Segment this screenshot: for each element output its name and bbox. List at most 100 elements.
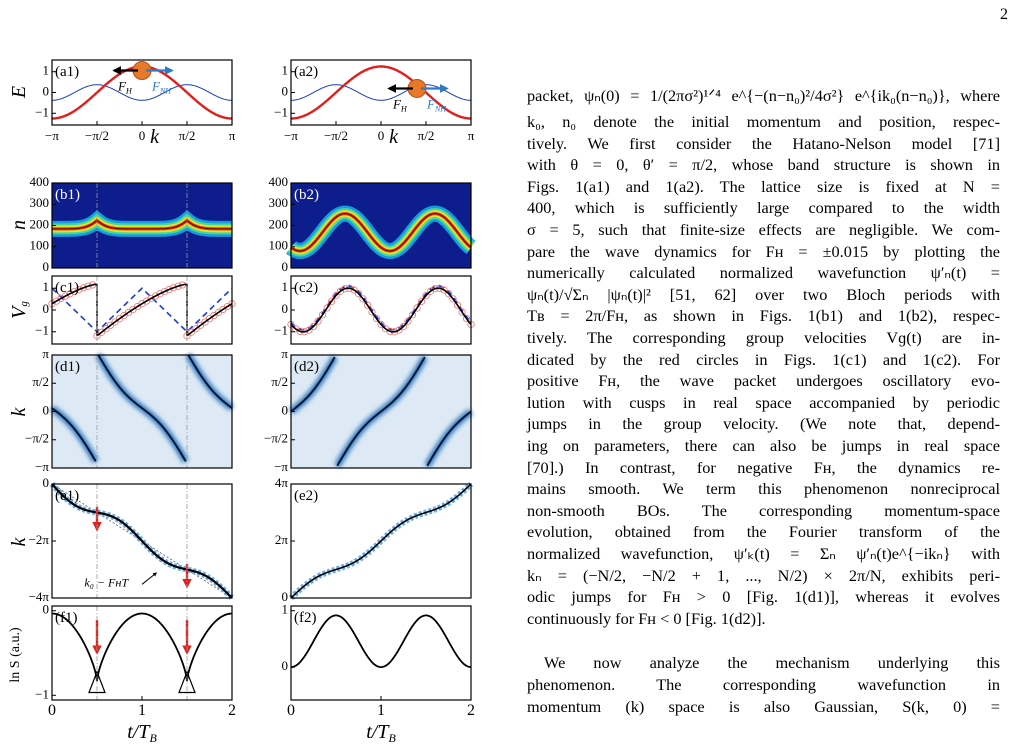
x-tick-label: π bbox=[229, 128, 236, 143]
y-tick-label: −1 bbox=[35, 686, 49, 701]
y-tick-label: 1 bbox=[282, 63, 289, 78]
panel-frame bbox=[51, 605, 233, 701]
y-tick-label: 1 bbox=[43, 279, 50, 294]
band-curve bbox=[291, 65, 471, 120]
text-line: ψₙ(t)/√Σₙ |ψₙ(t)|² [51, 62] over two Blo… bbox=[527, 284, 1000, 304]
cusp-marker bbox=[178, 670, 196, 694]
y-tick-label: −1 bbox=[35, 104, 49, 119]
y-tick-label: 0 bbox=[282, 259, 289, 274]
panel-label: (e2) bbox=[294, 488, 318, 504]
velocity-marker bbox=[372, 315, 381, 323]
velocity-marker bbox=[52, 297, 61, 305]
velocity-marker bbox=[323, 304, 331, 312]
x-axis-title: t/TB bbox=[127, 721, 157, 745]
x-axis-title-sub: B bbox=[388, 731, 396, 745]
y-tick-label: 0 bbox=[43, 475, 50, 490]
panel-label: (c2) bbox=[294, 280, 318, 296]
y-tick-label: 0 bbox=[282, 301, 289, 316]
annotation: FNH bbox=[426, 96, 447, 113]
text-line: positive Fʜ, the wave packet undergoes o… bbox=[527, 371, 1000, 391]
y-tick-label: −1 bbox=[35, 323, 49, 338]
y-axis-title-sub: g bbox=[18, 301, 30, 307]
y-tick-label: 1 bbox=[43, 63, 50, 78]
momentum-curve bbox=[51, 483, 233, 599]
text-line: Figs. 1(a1) and 1(a2). The lattice size … bbox=[527, 176, 1000, 196]
band-curve bbox=[52, 84, 232, 101]
velocity-marker bbox=[462, 315, 471, 323]
panel-label: (b2) bbox=[294, 187, 319, 203]
text-line: jumps in the group velocity. (We note th… bbox=[527, 414, 1000, 434]
x-axis-title: k bbox=[150, 126, 160, 148]
x-axis-title-main: t/T bbox=[127, 721, 151, 743]
y-axis-title: ln S (a.u.) bbox=[8, 627, 23, 683]
y-tick-label: −π bbox=[35, 459, 49, 474]
text-line: phenomenon. The corresponding wavefuncti… bbox=[527, 675, 1000, 694]
velocity-marker bbox=[187, 328, 196, 336]
panel-label: (e1) bbox=[55, 488, 79, 504]
text-line: momentum (k) space is also Gaussian, S(k… bbox=[527, 696, 1000, 716]
y-tick-label: 100 bbox=[30, 238, 50, 253]
y-tick-label: 0 bbox=[282, 658, 289, 673]
velocity-marker bbox=[413, 304, 421, 312]
y-axis-title: n bbox=[8, 220, 30, 230]
text-line: packet, ψₙ(0) = 1/(2πσ²)¹ᐟ⁴ e^{−(n−n₀)²/… bbox=[527, 86, 1000, 105]
velocity-marker bbox=[102, 325, 110, 333]
panel-label: (a2) bbox=[294, 64, 318, 80]
velocity-marker bbox=[61, 292, 70, 300]
y-tick-label: 100 bbox=[269, 238, 289, 253]
velocity-marker bbox=[156, 290, 164, 298]
entropy-curve bbox=[52, 612, 232, 682]
x-tick-label: π/2 bbox=[179, 128, 196, 143]
cusp-marker bbox=[88, 670, 106, 694]
density-band bbox=[52, 219, 232, 230]
y-axis-title: k bbox=[8, 406, 30, 416]
entropy-curve bbox=[291, 614, 471, 668]
text-line: ing on parameters, there can also be jum… bbox=[527, 436, 1000, 455]
reference-curve bbox=[290, 285, 472, 331]
velocity-marker bbox=[350, 286, 358, 294]
annotation-main: F bbox=[151, 79, 161, 94]
velocity-marker bbox=[318, 311, 327, 319]
velocity-curve bbox=[51, 283, 233, 337]
velocity-marker bbox=[160, 287, 169, 296]
y-tick-label: −4π bbox=[29, 589, 50, 604]
y-axis-title: Vg bbox=[8, 301, 30, 319]
velocity-marker bbox=[377, 320, 385, 328]
velocity-marker bbox=[309, 322, 318, 331]
text-line: continuously for Fʜ < 0 [Fig. 1(d2)]. bbox=[527, 608, 766, 628]
x-tick-label: 2 bbox=[228, 702, 236, 719]
text-line: numerically calculated normalized wavefu… bbox=[527, 263, 1000, 283]
text-line: kₙ = (−N/2, −N/2 + 1, ..., N/2) × 2π/N, … bbox=[527, 565, 1000, 585]
x-tick-label: −π/2 bbox=[324, 128, 348, 143]
y-tick-label: 200 bbox=[269, 216, 289, 231]
velocity-marker bbox=[444, 289, 453, 298]
velocity-marker bbox=[422, 292, 430, 300]
momentum-curve bbox=[51, 354, 233, 462]
y-tick-label: 0 bbox=[43, 602, 50, 617]
text-line: dicated by the red circles in Figs. 1(c1… bbox=[527, 349, 1000, 369]
text-line: tively. The corresponding group velociti… bbox=[527, 328, 1000, 347]
velocity-marker bbox=[75, 285, 83, 294]
y-tick-label: 0 bbox=[43, 259, 50, 274]
x-tick-label: −π bbox=[45, 128, 59, 143]
x-axis-title-main: t/T bbox=[366, 721, 390, 743]
text-line: non-smooth BOs. The corresponding moment… bbox=[527, 500, 1000, 520]
annotation: k₀ − FʜT bbox=[84, 576, 129, 590]
velocity-marker bbox=[363, 301, 372, 309]
x-tick-label: 0 bbox=[139, 128, 146, 143]
y-tick-label: 300 bbox=[30, 195, 50, 210]
y-tick-label: −π/2 bbox=[25, 431, 49, 446]
text-line: Tʙ = 2π/Fʜ, as shown in Figs. 1(b1) and … bbox=[527, 306, 1000, 326]
velocity-marker bbox=[291, 325, 300, 333]
x-tick-label: π/2 bbox=[418, 128, 435, 143]
panel-label: (f1) bbox=[55, 610, 78, 626]
velocity-marker bbox=[458, 308, 466, 316]
velocity-marker bbox=[332, 292, 340, 300]
y-tick-label: 400 bbox=[269, 174, 289, 189]
velocity-marker bbox=[399, 322, 408, 331]
velocity-marker bbox=[417, 297, 426, 305]
y-axis-title-main: V bbox=[8, 304, 30, 319]
velocity-marker bbox=[404, 317, 412, 325]
annotation-sub: H bbox=[400, 104, 408, 113]
text-line: We now analyze the mechanism underlying … bbox=[544, 653, 1000, 673]
